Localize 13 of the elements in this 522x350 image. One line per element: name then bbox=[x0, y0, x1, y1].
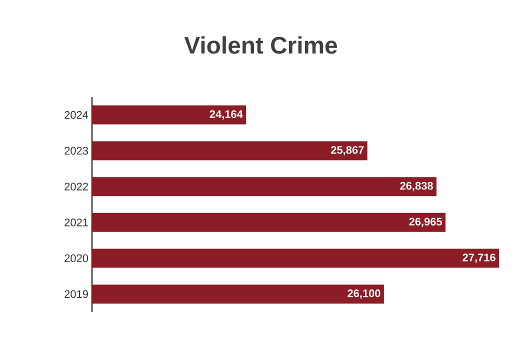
y-tick-label: 2023 bbox=[64, 146, 88, 155]
y-tick-label: 2022 bbox=[64, 182, 88, 190]
data-label: 26,965 bbox=[409, 218, 442, 228]
data-label: 26,838 bbox=[400, 182, 433, 192]
data-label: 27,716 bbox=[462, 254, 496, 263]
y-tick-label: 2019 bbox=[64, 290, 88, 298]
data-label: 26,100 bbox=[348, 289, 380, 299]
y-tick-label: 2024 bbox=[64, 111, 88, 119]
data-label: 24,164 bbox=[210, 110, 243, 120]
y-tick-label: 2020 bbox=[64, 254, 88, 262]
y-tick-label: 2021 bbox=[64, 218, 88, 226]
chart-title: Violent Crime bbox=[184, 36, 338, 54]
data-label: 25,867 bbox=[331, 146, 364, 156]
